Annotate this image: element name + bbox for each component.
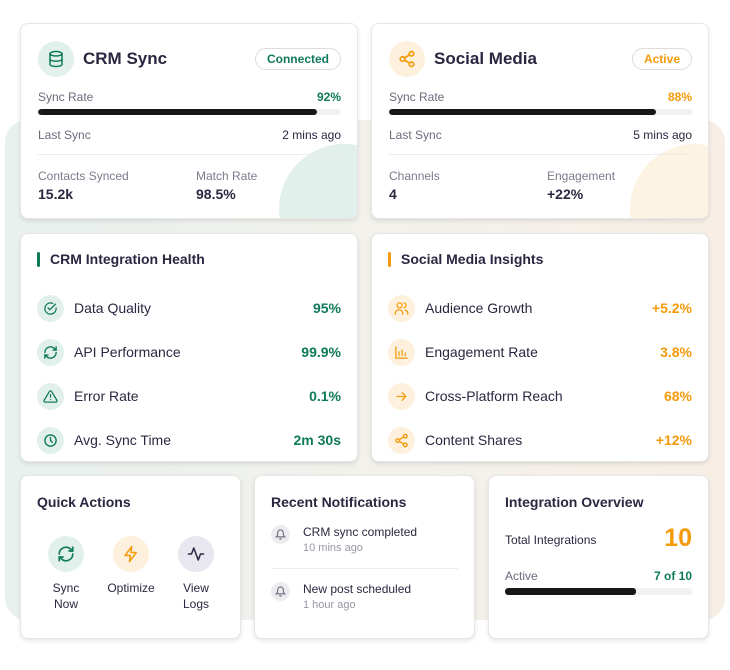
- card-title: Quick Actions: [37, 494, 131, 510]
- optimize-button[interactable]: Optimize: [101, 536, 161, 596]
- recent-notifications-card: Recent Notifications CRM sync completed …: [254, 475, 475, 639]
- crm-sync-card[interactable]: CRM Sync Connected Sync Rate 92% Last Sy…: [20, 23, 358, 219]
- share-icon: [389, 41, 425, 77]
- accent-bar: [388, 251, 391, 267]
- engagement-label: Engagement: [547, 169, 616, 183]
- bar-chart-icon: [388, 338, 415, 366]
- last-sync-label: Last Sync: [38, 128, 91, 142]
- match-rate-label: Match Rate: [196, 169, 258, 183]
- last-sync-value: 5 mins ago: [633, 128, 692, 142]
- metric-value: 68%: [663, 388, 692, 404]
- card-title: Integration Overview: [505, 494, 644, 510]
- divider: [271, 568, 458, 569]
- metric-label: Content Shares: [425, 432, 523, 448]
- social-media-card[interactable]: Social Media Active Sync Rate 88% Last S…: [371, 23, 709, 219]
- share-icon: [388, 426, 415, 454]
- refresh-icon: [37, 338, 64, 366]
- database-icon: [38, 41, 74, 77]
- sync-now-button[interactable]: Sync Now: [36, 536, 96, 612]
- divider: [389, 154, 692, 155]
- metric-label: API Performance: [74, 344, 181, 360]
- crm-integration-health-card: CRM Integration Health Data Quality 95% …: [20, 233, 358, 462]
- lightning-icon: [113, 536, 149, 572]
- channels-value: 4: [389, 186, 397, 202]
- accent-bar: [37, 251, 40, 267]
- refresh-icon: [48, 536, 84, 572]
- activity-icon: [178, 536, 214, 572]
- total-integrations-label: Total Integrations: [505, 533, 597, 547]
- metric-row-data-quality: Data Quality 95%: [37, 294, 341, 322]
- quick-actions-card: Quick Actions Sync Now Optimize View Log…: [20, 475, 241, 639]
- active-label: Active: [505, 569, 538, 583]
- action-label: Sync Now: [52, 581, 80, 611]
- match-rate-value: 98.5%: [196, 186, 236, 202]
- arrow-right-icon: [388, 382, 415, 410]
- status-badge: Active: [631, 48, 692, 70]
- last-sync-value: 2 mins ago: [282, 128, 341, 142]
- clock-icon: [37, 426, 64, 454]
- decorative-circle: [279, 144, 357, 218]
- metric-value: 99.9%: [301, 344, 341, 360]
- last-sync-label: Last Sync: [389, 128, 442, 142]
- status-badge: Connected: [254, 48, 341, 70]
- check-circle-icon: [37, 294, 64, 322]
- metric-label: Audience Growth: [425, 300, 533, 316]
- notification-time: 10 mins ago: [303, 542, 363, 554]
- action-label: View Logs: [182, 581, 210, 611]
- bell-icon: [271, 525, 290, 544]
- metric-value: 95%: [312, 300, 341, 316]
- engagement-value: +22%: [547, 186, 584, 202]
- sync-rate-value: 92%: [316, 90, 341, 104]
- social-media-insights-card: Social Media Insights Audience Growth +5…: [371, 233, 709, 462]
- metric-label: Error Rate: [74, 388, 139, 404]
- section-title: Social Media Insights: [401, 251, 544, 267]
- metric-row-engagement-rate: Engagement Rate 3.8%: [388, 338, 692, 366]
- active-progress: [505, 588, 692, 595]
- integration-overview-card: Integration Overview Total Integrations …: [488, 475, 709, 639]
- metric-row-api-performance: API Performance 99.9%: [37, 338, 341, 366]
- contacts-synced-value: 15.2k: [38, 186, 74, 202]
- notification-title: CRM sync completed: [303, 525, 418, 539]
- metric-label: Avg. Sync Time: [74, 432, 172, 448]
- notification-title: New post scheduled: [303, 582, 412, 596]
- metric-row-cross-platform-reach: Cross-Platform Reach 68%: [388, 382, 692, 410]
- channels-label: Channels: [389, 169, 440, 183]
- metric-row-content-shares: Content Shares +12%: [388, 426, 692, 454]
- section-title: CRM Integration Health: [50, 251, 205, 267]
- sync-rate-label: Sync Rate: [389, 90, 445, 104]
- sync-rate-progress: [38, 109, 341, 115]
- sync-rate-progress: [389, 109, 692, 115]
- metric-value: 2m 30s: [293, 432, 341, 448]
- active-value: 7 of 10: [653, 569, 692, 583]
- contacts-synced-label: Contacts Synced: [38, 169, 129, 183]
- notification-time: 1 hour ago: [303, 599, 356, 611]
- metric-label: Data Quality: [74, 300, 152, 316]
- metric-row-avg-sync-time: Avg. Sync Time 2m 30s: [37, 426, 341, 454]
- sync-rate-value: 88%: [667, 90, 692, 104]
- metric-label: Engagement Rate: [425, 344, 538, 360]
- metric-value: +12%: [655, 432, 692, 448]
- card-title: Recent Notifications: [271, 494, 407, 510]
- warning-icon: [37, 382, 64, 410]
- card-title: CRM Sync: [83, 49, 168, 68]
- action-label: Optimize: [107, 581, 155, 595]
- decorative-circle: [630, 144, 708, 218]
- bell-icon: [271, 582, 290, 601]
- metric-row-audience-growth: Audience Growth +5.2%: [388, 294, 692, 322]
- metric-row-error-rate: Error Rate 0.1%: [37, 382, 341, 410]
- sync-rate-label: Sync Rate: [38, 90, 94, 104]
- users-icon: [388, 294, 415, 322]
- total-integrations-value: 10: [664, 524, 692, 552]
- metric-label: Cross-Platform Reach: [425, 388, 563, 404]
- card-title: Social Media: [434, 49, 537, 68]
- notification-item[interactable]: CRM sync completed 10 mins ago: [271, 524, 460, 556]
- view-logs-button[interactable]: View Logs: [166, 536, 226, 612]
- metric-value: +5.2%: [651, 300, 692, 316]
- metric-value: 3.8%: [660, 344, 692, 360]
- notification-item[interactable]: New post scheduled 1 hour ago: [271, 581, 460, 613]
- divider: [38, 154, 341, 155]
- metric-value: 0.1%: [309, 388, 341, 404]
